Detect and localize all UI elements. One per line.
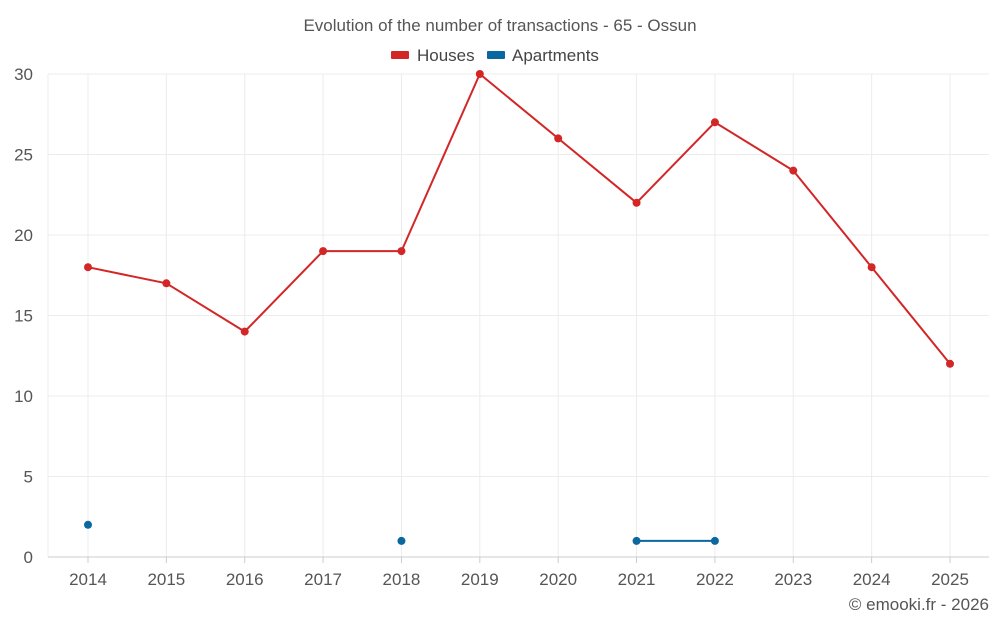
legend-label-apartments: Apartments bbox=[512, 46, 599, 65]
series-houses bbox=[84, 70, 954, 368]
x-tick-label: 2016 bbox=[226, 570, 264, 589]
point-houses-2014 bbox=[84, 263, 92, 272]
point-houses-2022 bbox=[710, 118, 719, 127]
x-tick-label: 2024 bbox=[853, 570, 891, 589]
legend-swatch-apartments bbox=[487, 51, 505, 59]
x-tick-label: 2023 bbox=[774, 570, 812, 589]
point-houses-2025 bbox=[946, 359, 954, 368]
point-houses-2020 bbox=[554, 134, 563, 143]
point-houses-2015 bbox=[162, 279, 171, 288]
chart-title: Evolution of the number of transactions … bbox=[303, 16, 696, 35]
y-tick-label: 10 bbox=[14, 387, 33, 406]
x-tick-label: 2018 bbox=[383, 570, 421, 589]
x-tick-label: 2017 bbox=[304, 570, 342, 589]
legend-swatch-houses bbox=[391, 51, 409, 59]
x-tick-label: 2014 bbox=[69, 570, 107, 589]
point-apartments-2022 bbox=[710, 536, 719, 545]
y-tick-label: 20 bbox=[14, 226, 33, 245]
point-apartments-2018 bbox=[397, 536, 406, 545]
x-tick-label: 2025 bbox=[931, 570, 969, 589]
y-tick-label: 15 bbox=[14, 307, 33, 326]
y-tick-label: 0 bbox=[24, 548, 33, 567]
y-tick-label: 30 bbox=[14, 65, 33, 84]
credit-text: © emooki.fr - 2026 bbox=[849, 595, 989, 614]
series-apartments bbox=[84, 520, 719, 545]
legend-label-houses: Houses bbox=[417, 46, 475, 65]
x-tick-label: 2019 bbox=[461, 570, 499, 589]
x-tick-label: 2020 bbox=[539, 570, 577, 589]
point-houses-2016 bbox=[240, 327, 249, 336]
x-tick-label: 2015 bbox=[147, 570, 185, 589]
series bbox=[84, 70, 954, 545]
point-houses-2017 bbox=[319, 247, 328, 256]
point-houses-2024 bbox=[867, 263, 876, 272]
y-tick-label: 5 bbox=[24, 468, 33, 487]
point-houses-2019 bbox=[475, 70, 484, 78]
grid bbox=[47, 73, 989, 557]
x-tick-label: 2021 bbox=[618, 570, 656, 589]
point-houses-2018 bbox=[397, 247, 406, 256]
y-tick-label: 25 bbox=[14, 146, 33, 165]
point-apartments-2021 bbox=[632, 536, 641, 545]
legend[interactable]: Houses Apartments bbox=[391, 46, 599, 65]
point-houses-2021 bbox=[632, 198, 641, 207]
point-apartments-2014 bbox=[84, 520, 92, 529]
legend-item-apartments[interactable]: Apartments bbox=[487, 46, 599, 65]
x-tick-label: 2022 bbox=[696, 570, 734, 589]
point-houses-2023 bbox=[789, 166, 798, 175]
legend-item-houses[interactable]: Houses bbox=[391, 46, 475, 65]
line-houses bbox=[87, 73, 951, 365]
